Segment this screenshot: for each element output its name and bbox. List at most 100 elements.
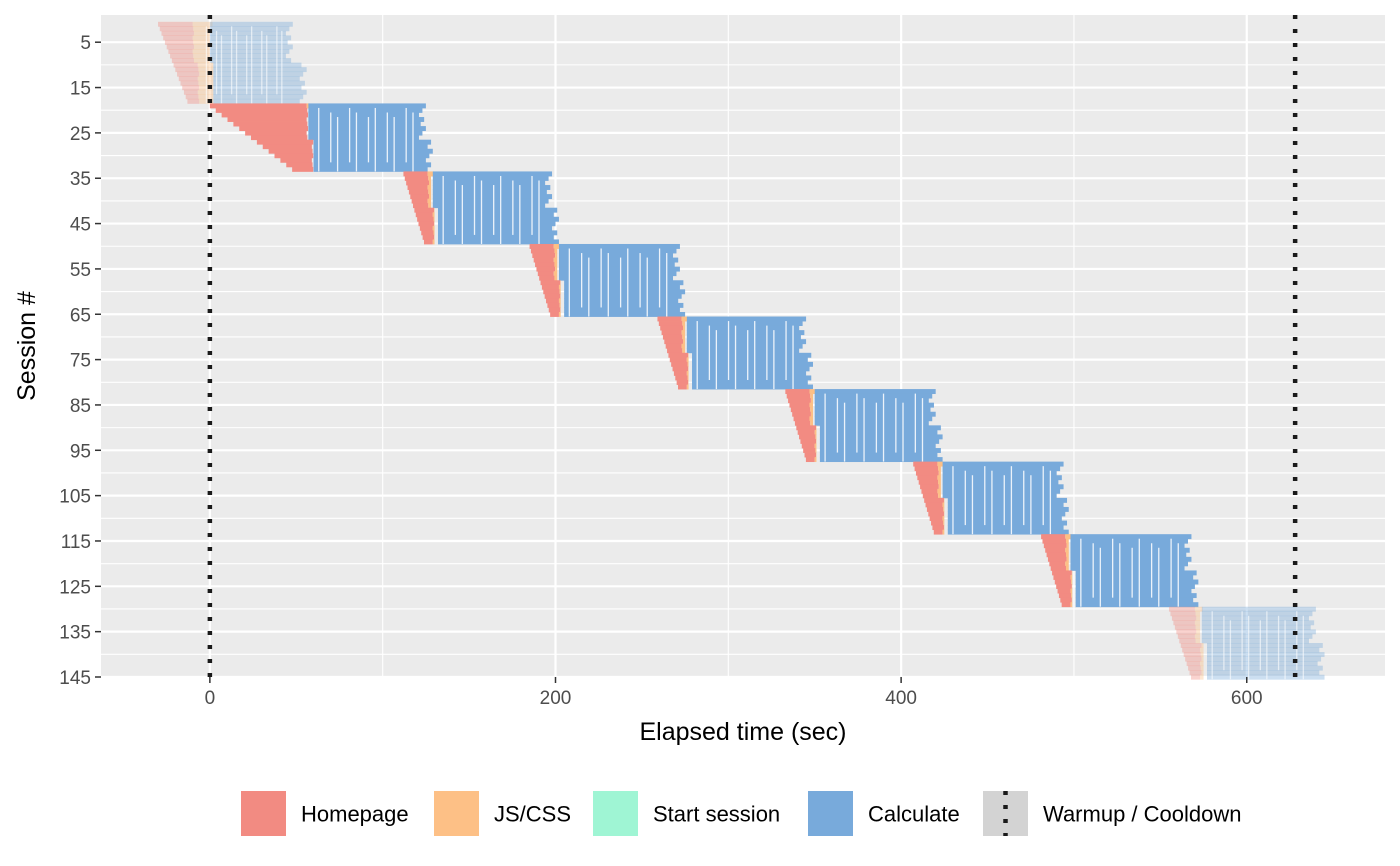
homepage-bar (669, 357, 687, 363)
jscss-bar (686, 357, 689, 363)
calculate-bar (558, 257, 679, 263)
y-tick-label: 145 (59, 668, 91, 689)
calculate-bar (432, 203, 546, 209)
calculate-bar (692, 357, 808, 363)
homepage-bar (1188, 665, 1201, 671)
calculate-bar (1070, 543, 1185, 549)
calculate-bar (814, 420, 929, 426)
calculate-bar (1075, 588, 1192, 594)
calculate-bar (819, 443, 936, 449)
homepage-bar (274, 153, 314, 159)
calculate-bar (819, 425, 941, 431)
jscss-bar (1071, 593, 1073, 599)
calculate-bar (1207, 652, 1325, 657)
jscss-bar (815, 434, 817, 440)
calculate-bar (437, 225, 553, 231)
homepage-bar (178, 76, 198, 82)
homepage-bar (803, 448, 816, 453)
jscss-bar (1196, 629, 1201, 635)
homepage-bar (209, 103, 307, 109)
calculate-bar (692, 384, 813, 390)
homepage-bar (929, 516, 943, 521)
calculate-bar (437, 230, 558, 236)
homepage-bar (1047, 556, 1067, 562)
calculate-bar (692, 352, 812, 358)
calculate-bar (1207, 642, 1323, 648)
calculate-bar (819, 457, 943, 463)
homepage-bar (221, 112, 309, 118)
calculate-bar (814, 411, 936, 417)
jscss-bar (810, 407, 813, 413)
homepage-bar (792, 411, 811, 417)
jscss-bar (1201, 642, 1204, 648)
homepage-bar (673, 370, 687, 376)
jscss-bar (1200, 674, 1204, 680)
homepage-bar (1058, 593, 1072, 599)
homepage-bar (404, 175, 429, 181)
y-tick-label: 55 (70, 260, 91, 281)
calculate-bar (432, 198, 549, 204)
calculate-bar (1207, 661, 1318, 667)
homepage-bar (661, 330, 682, 336)
y-tick-label: 105 (59, 487, 91, 508)
homepage-bar (796, 425, 817, 431)
calculate-bar (942, 484, 1064, 490)
legend-label: JS/CSS (494, 802, 571, 827)
calculate-bar (313, 139, 432, 145)
homepage-bar (1183, 652, 1201, 657)
jscss-bar (681, 316, 688, 322)
homepage-bar (922, 493, 939, 499)
jscss-bar (1065, 561, 1069, 567)
calculate-bar (432, 185, 551, 190)
jscss-bar (555, 253, 558, 258)
calculate-bar (558, 262, 675, 268)
y-tick-label: 65 (70, 305, 91, 326)
jscss-bar (192, 21, 213, 27)
calculate-bar (432, 194, 553, 200)
homepage-bar (408, 189, 429, 195)
calculate-bar (437, 216, 559, 222)
homepage-bar (925, 502, 943, 508)
calculate-bar (1207, 647, 1320, 653)
calculate-bar (947, 497, 1068, 503)
calculate-bar (819, 438, 940, 444)
homepage-bar (1061, 602, 1071, 608)
calculate-bar (942, 479, 1059, 485)
legend-key (983, 791, 1028, 836)
homepage-bar (185, 94, 199, 100)
calculate-bar (686, 321, 803, 326)
jscss-bar (682, 334, 686, 340)
homepage-bar (1185, 656, 1202, 662)
y-axis-title: Session # (13, 291, 41, 401)
jscss-bar (1065, 552, 1069, 558)
calculate-bar (313, 166, 428, 172)
calculate-bar (213, 98, 300, 104)
calculate-bar (1201, 606, 1316, 612)
homepage-bar (1053, 574, 1071, 580)
jscss-bar (1065, 547, 1069, 553)
calculate-bar (1075, 584, 1195, 589)
y-tick-label: 35 (70, 169, 91, 190)
homepage-bar (928, 511, 944, 517)
calculate-bar (1075, 579, 1199, 585)
homepage-bar (788, 398, 811, 404)
calculate-bar (692, 375, 812, 381)
homepage-bar (550, 311, 559, 317)
calculate-bar (1201, 633, 1313, 639)
homepage-bar (418, 221, 435, 227)
calculate-bar (1070, 547, 1190, 553)
homepage-bar (1174, 624, 1196, 630)
homepage-bar (414, 207, 435, 213)
calculate-bar (308, 103, 426, 109)
jscss-bar (1196, 615, 1201, 621)
legend-key (808, 791, 853, 836)
calculate-bar (819, 452, 938, 458)
calculate-bar (947, 511, 1066, 517)
jscss-bar (681, 330, 686, 336)
homepage-bar (668, 352, 689, 358)
jscss-bar (1066, 543, 1069, 549)
jscss-bar (1194, 606, 1203, 612)
x-tick-label: 0 (205, 688, 216, 709)
jscss-bar (942, 516, 945, 521)
calculate-bar (209, 21, 293, 27)
